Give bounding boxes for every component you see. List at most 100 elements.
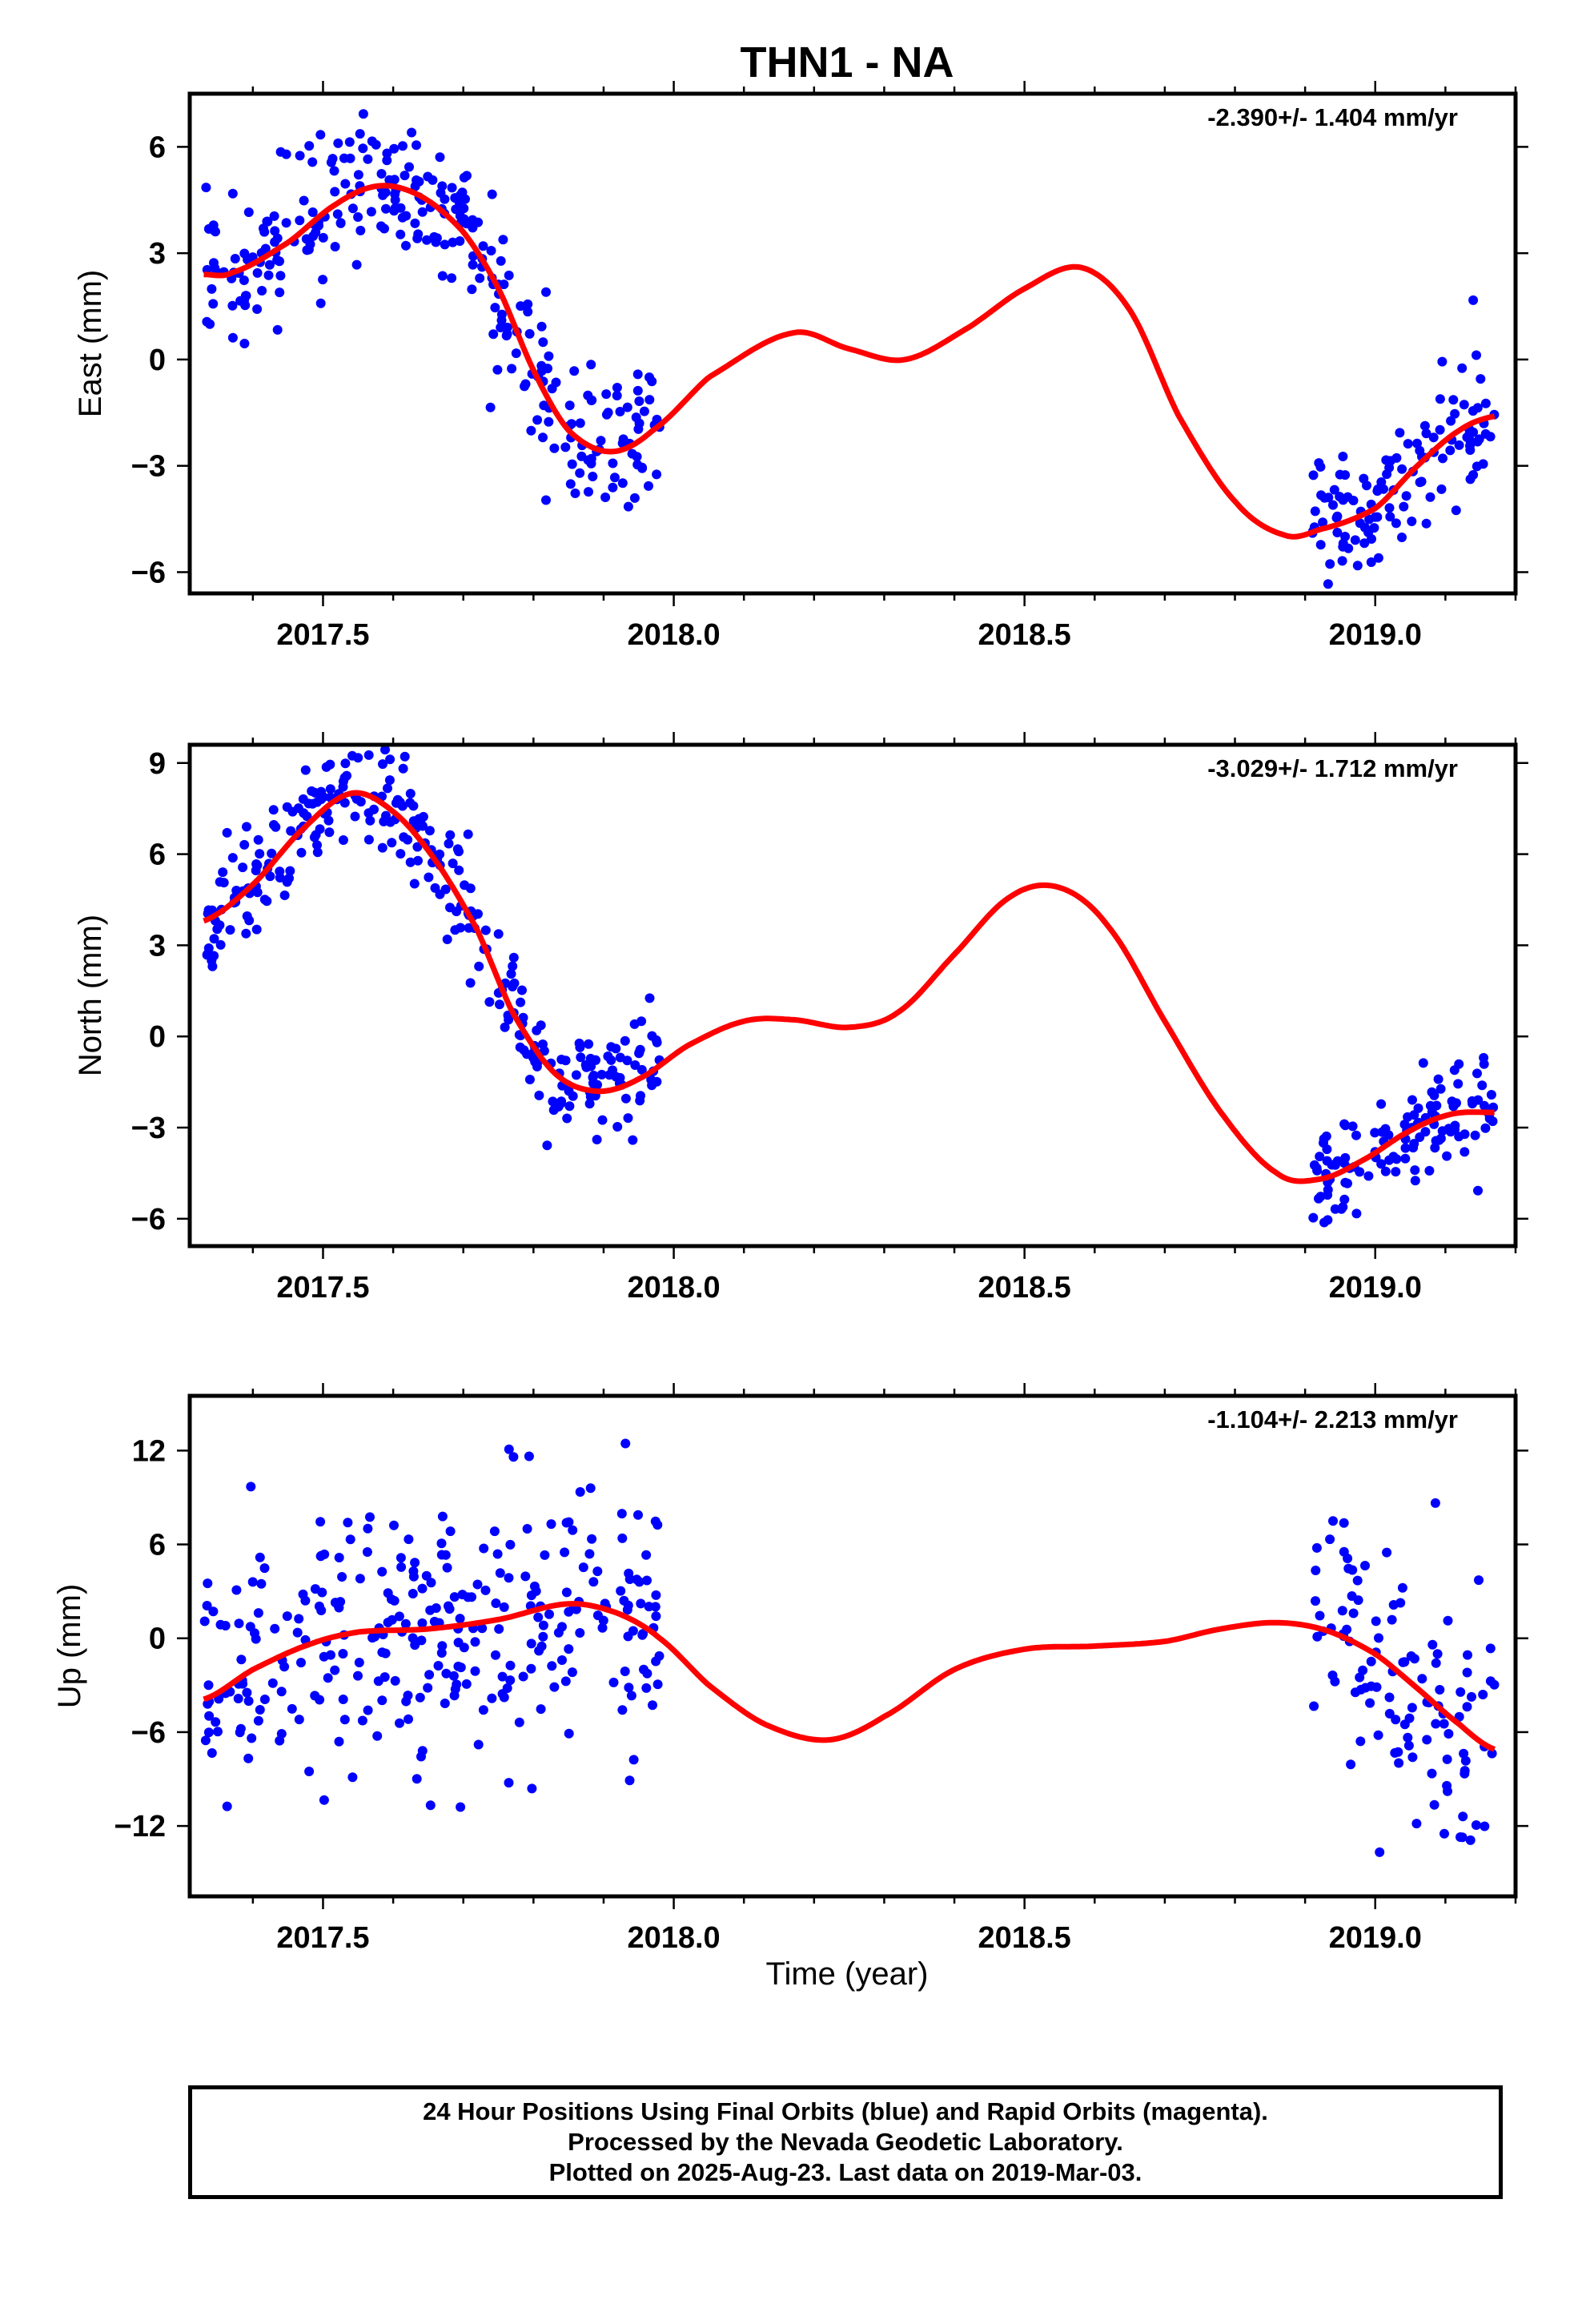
data-point (597, 1622, 608, 1633)
data-point (415, 1692, 425, 1703)
data-point (457, 187, 468, 198)
caption-line-2: Processed by the Nevada Geodetic Laborat… (568, 2128, 1123, 2156)
x-tick-label: 2018.5 (978, 1271, 1071, 1305)
data-point (619, 1595, 629, 1606)
data-point (508, 952, 519, 963)
data-point (1454, 440, 1464, 450)
x-axis-label: Time (year) (766, 1956, 929, 1992)
data-point (487, 1693, 497, 1703)
caption-line-1: 24 Hour Positions Using Final Orbits (bl… (423, 2097, 1268, 2125)
data-point (1324, 597, 1334, 606)
data-point (377, 1566, 387, 1577)
data-point (586, 1061, 596, 1072)
data-point (404, 1534, 414, 1545)
data-point (344, 137, 355, 147)
data-point (281, 218, 291, 228)
data-point (422, 235, 432, 245)
data-point (634, 1047, 644, 1058)
data-point (1472, 403, 1483, 413)
data-point (227, 332, 238, 343)
data-point (405, 789, 416, 798)
data-point (390, 1675, 400, 1686)
data-point (652, 1520, 663, 1530)
data-point (455, 211, 465, 221)
data-point (263, 216, 273, 227)
data-point (632, 369, 643, 380)
data-point (437, 1511, 448, 1522)
data-point (412, 175, 421, 185)
data-point (363, 808, 374, 818)
data-point (353, 212, 363, 222)
data-point (396, 1553, 406, 1563)
data-point (365, 815, 375, 826)
data-point (488, 329, 499, 340)
data-point (315, 824, 325, 834)
up-panel: 2017.5 2018.0 2018.5 2019.0 −12 −6 0 6 12 Up (mm)… (52, 1383, 1528, 1955)
data-point (219, 878, 229, 888)
data-point (304, 1767, 315, 1776)
data-point (1370, 1128, 1380, 1138)
data-point (1403, 1740, 1414, 1751)
data-point (468, 223, 478, 233)
data-point (383, 1618, 393, 1627)
data-point (242, 822, 251, 832)
data-point (1417, 1674, 1427, 1684)
data-point (502, 322, 512, 332)
data-point (548, 1096, 558, 1107)
data-point (236, 1655, 247, 1665)
data-point (357, 1715, 367, 1726)
data-point (270, 237, 280, 247)
data-point (424, 872, 434, 883)
data-point (617, 1533, 628, 1543)
data-point (418, 811, 428, 822)
data-point (597, 1115, 608, 1125)
data-point (412, 140, 421, 151)
data-point (475, 273, 485, 283)
data-point (454, 865, 464, 875)
data-point (199, 1616, 210, 1626)
data-point (298, 794, 308, 804)
data-point (630, 1060, 640, 1070)
data-point (565, 479, 576, 489)
data-point (1387, 1614, 1397, 1625)
data-point (526, 1590, 536, 1601)
data-point (1395, 428, 1405, 438)
data-point (634, 1577, 644, 1587)
data-point (629, 493, 640, 503)
data-point (208, 1606, 219, 1617)
data-point (601, 409, 612, 420)
data-point (570, 489, 580, 498)
data-point (1343, 1554, 1353, 1563)
data-point (310, 1691, 320, 1701)
data-point (617, 1705, 628, 1715)
data-point (620, 1438, 631, 1449)
data-point (294, 1614, 304, 1624)
data-point (494, 1624, 504, 1634)
data-point (634, 396, 644, 406)
data-point (1397, 464, 1407, 474)
x-tick-label: 2017.5 (276, 1271, 369, 1305)
data-point (1399, 501, 1409, 512)
data-point (275, 256, 284, 267)
data-point (452, 1679, 462, 1690)
data-point (575, 1487, 585, 1497)
y-tick-label: −6 (131, 1203, 166, 1236)
data-point (1329, 485, 1339, 495)
data-point (1436, 484, 1447, 494)
data-point (553, 1627, 564, 1638)
data-point (308, 231, 319, 241)
data-point (544, 351, 554, 361)
data-point (265, 871, 275, 882)
data-point (330, 187, 340, 197)
data-point (465, 883, 476, 894)
data-point (584, 1549, 595, 1559)
data-point (468, 215, 478, 225)
data-point (1352, 561, 1363, 571)
data-point (408, 1571, 419, 1582)
data-point (1431, 1658, 1441, 1668)
data-point (338, 1695, 348, 1704)
data-point (644, 372, 654, 383)
data-point (1460, 1768, 1470, 1779)
data-point (339, 798, 350, 808)
data-point (377, 1647, 387, 1658)
